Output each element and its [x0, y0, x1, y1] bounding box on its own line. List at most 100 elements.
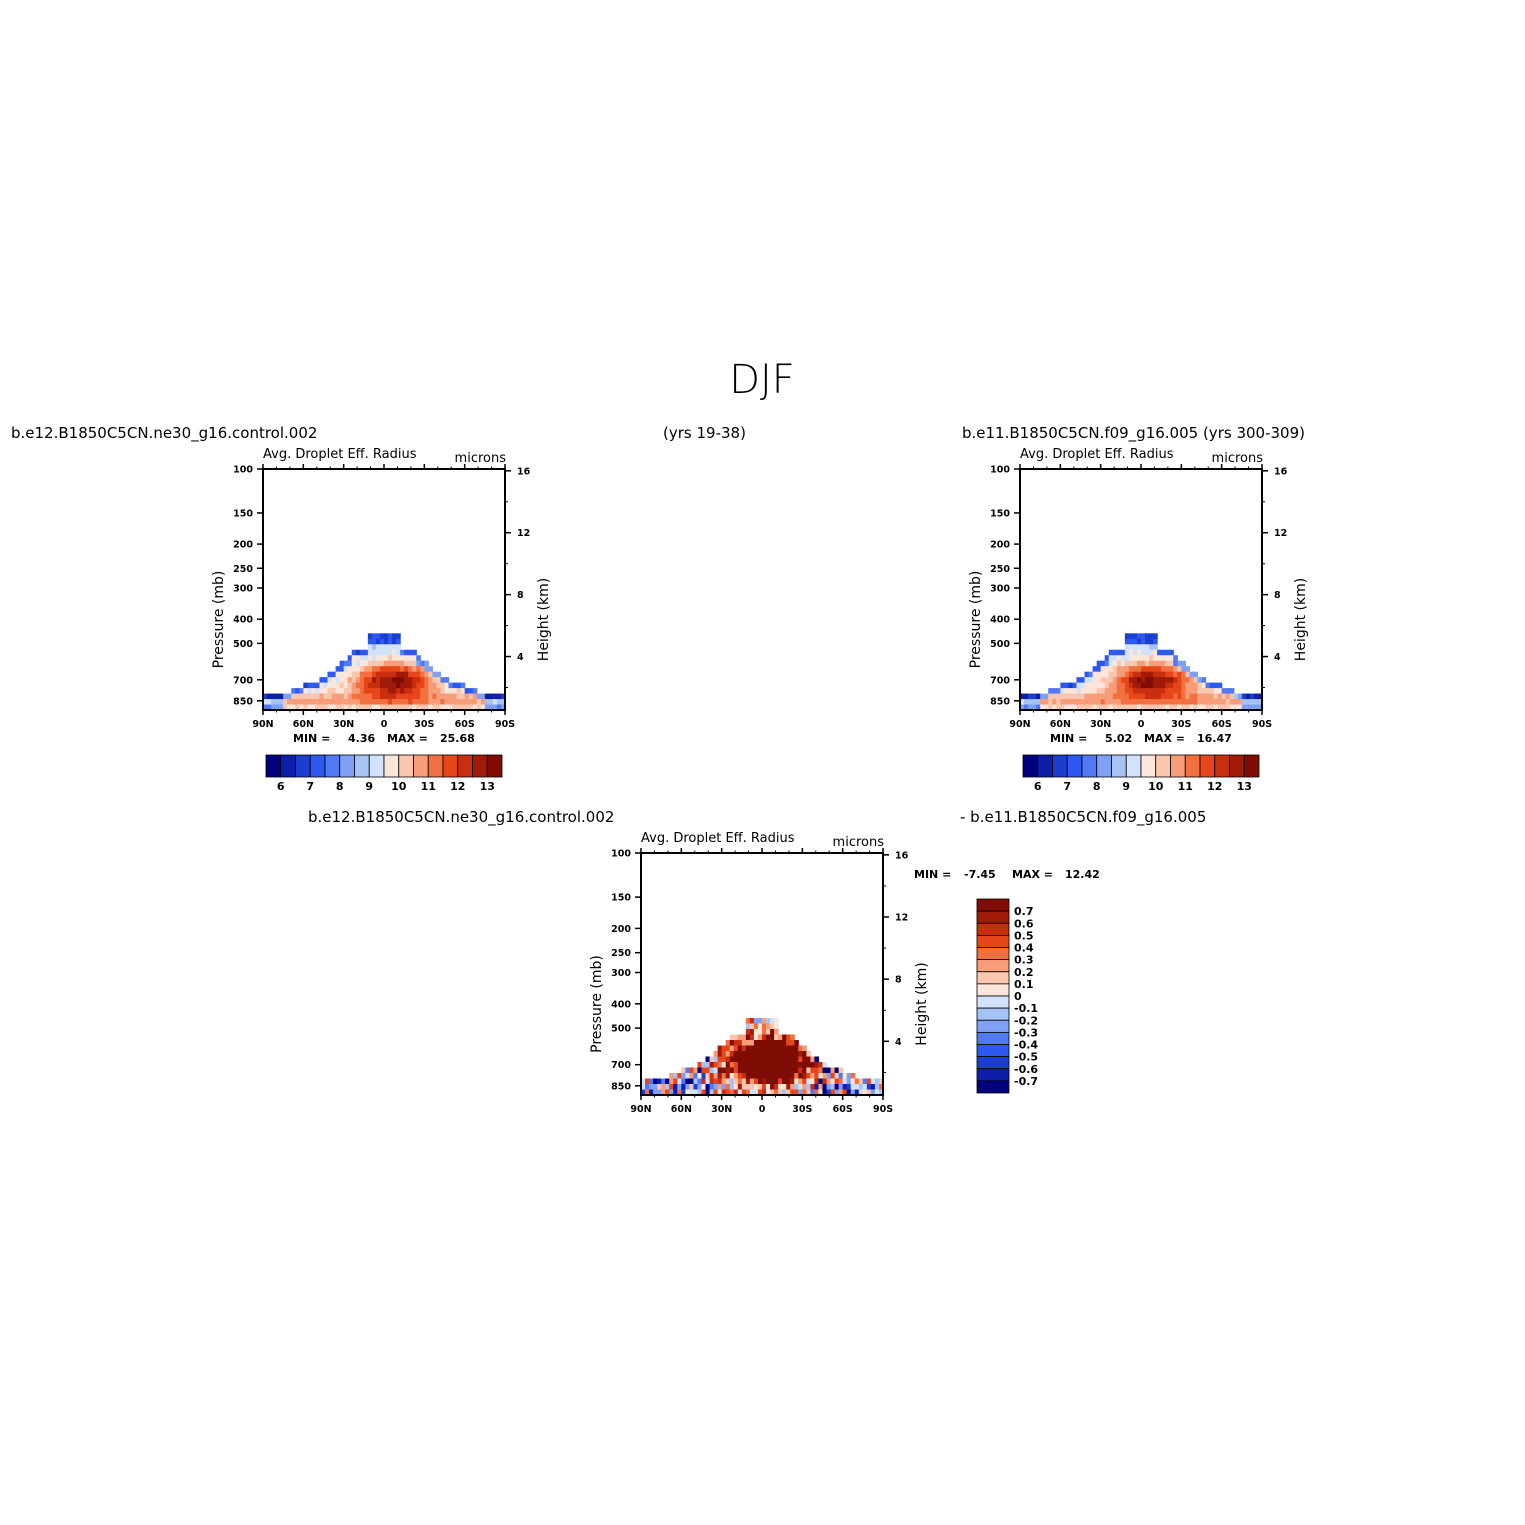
heatmap-cell — [774, 1045, 779, 1052]
heatmap-cell — [729, 1051, 735, 1058]
heatmap-cell — [384, 693, 389, 700]
heatmap-cell — [1153, 633, 1158, 640]
heatmap-cell — [488, 699, 494, 706]
heatmap-cell — [428, 666, 433, 673]
heatmap-cell — [363, 682, 369, 689]
y-tick-label: 500 — [611, 1024, 631, 1035]
heatmap-cell — [782, 1078, 787, 1085]
heatmap-cell — [1124, 633, 1130, 640]
heatmap-cell — [1136, 693, 1142, 700]
heatmap-cell — [1145, 699, 1150, 706]
heatmap-cell — [448, 704, 454, 710]
heatmap-cell — [335, 671, 341, 678]
heatmap-cell — [762, 1089, 767, 1095]
heatmap-cell — [1213, 704, 1219, 710]
heatmap-cell — [826, 1067, 832, 1074]
heatmap-cell — [1080, 682, 1086, 689]
header-top-right: b.e11.B1850C5CN.f09_g16.005 (yrs 300-309… — [962, 424, 1305, 443]
heatmap-cell — [697, 1067, 703, 1074]
heatmap-cell — [1056, 693, 1061, 700]
heatmap-cell — [1120, 649, 1126, 656]
colorbar-box — [976, 995, 1010, 1009]
heatmap-cell — [774, 1089, 779, 1095]
heatmap-cell — [794, 1067, 799, 1074]
heatmap-cell — [1108, 660, 1114, 667]
heatmap-cell — [1197, 688, 1203, 695]
heatmap-cell — [685, 1067, 690, 1074]
heatmap-cell — [745, 1040, 751, 1047]
heatmap-cell — [753, 1040, 759, 1047]
heatmap-cell — [496, 693, 502, 700]
heatmap-cell — [810, 1062, 816, 1069]
heatmap-cell — [1217, 688, 1223, 695]
heatmap-cell — [1104, 704, 1110, 710]
heatmap-cell — [279, 693, 284, 700]
heatmap-cell — [1205, 699, 1211, 706]
heatmap-cell — [392, 649, 397, 656]
heatmap-cell — [729, 1084, 735, 1091]
heatmap-cell — [729, 1078, 735, 1085]
heatmap-cell — [1112, 688, 1118, 695]
colorbar-label: 6 — [277, 780, 285, 793]
heatmap-cell — [1132, 688, 1138, 695]
height-tick-label: 12 — [517, 528, 530, 539]
heatmap-cell — [420, 704, 425, 710]
heatmap-cell — [480, 704, 486, 710]
min-value: -7.45 — [964, 868, 996, 881]
heatmap-cell — [476, 704, 482, 710]
heatmap-cell — [1149, 649, 1154, 656]
heatmap-cell — [1153, 666, 1158, 673]
heatmap-cell — [1165, 677, 1170, 684]
heatmap-cell — [822, 1089, 828, 1095]
heatmap-cell — [400, 688, 405, 695]
heatmap-cell — [1153, 649, 1158, 656]
heatmap-cell — [749, 1034, 755, 1041]
heatmap-cell — [335, 677, 341, 684]
heatmap-cell — [685, 1073, 690, 1080]
heatmap-cell — [484, 704, 490, 710]
heatmap-cell — [770, 1051, 775, 1058]
heatmap-cell — [657, 1089, 662, 1095]
heatmap-cell — [488, 693, 494, 700]
heatmap-cell — [1132, 644, 1138, 651]
heatmap-cell — [733, 1051, 739, 1058]
heatmap-cell — [1020, 699, 1025, 706]
heatmap-cell — [347, 693, 353, 700]
heatmap-cell — [339, 693, 345, 700]
heatmap-cell — [745, 1023, 751, 1030]
heatmap-cell — [1153, 655, 1158, 662]
heatmap-cell — [500, 704, 505, 710]
heatmap-cell — [798, 1067, 803, 1074]
colorbar-box — [1184, 754, 1201, 778]
heatmap-cell — [295, 699, 300, 706]
heatmap-cell — [396, 671, 401, 678]
heatmap-cell — [1104, 693, 1110, 700]
heatmap-cell — [1173, 699, 1178, 706]
heatmap-cell — [1052, 688, 1057, 695]
heatmap-cell — [400, 704, 405, 710]
heatmap-cell — [1189, 677, 1195, 684]
heatmap-cell — [681, 1089, 686, 1095]
heatmap-cell — [1169, 699, 1174, 706]
height-tick-label: 4 — [895, 1037, 902, 1048]
heatmap-cell — [343, 660, 349, 667]
heatmap-cell — [1177, 693, 1182, 700]
heatmap-cell — [1108, 704, 1114, 710]
heatmap-cell — [343, 666, 349, 673]
heatmap-cell — [1225, 693, 1231, 700]
heatmap-cell — [327, 682, 333, 689]
heatmap-cell — [375, 682, 381, 689]
heatmap-cell — [689, 1078, 695, 1085]
heatmap-cell — [432, 704, 438, 710]
heatmap-cell — [802, 1045, 807, 1052]
heatmap-cell — [810, 1056, 816, 1063]
heatmap-cell — [874, 1089, 880, 1095]
heatmap-cell — [1169, 704, 1174, 710]
heatmap-cell — [762, 1018, 767, 1025]
y-tick-label: 300 — [611, 968, 631, 979]
heatmap-cell — [673, 1089, 678, 1095]
heatmap-cell — [794, 1084, 799, 1091]
heatmap-cell — [1141, 693, 1146, 700]
colorbar-box — [976, 983, 1010, 997]
